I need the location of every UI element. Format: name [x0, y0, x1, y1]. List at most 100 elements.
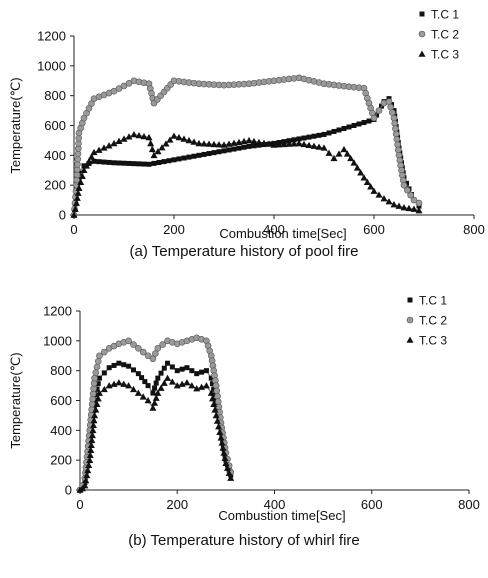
data-point — [202, 382, 210, 389]
data-point — [144, 397, 152, 404]
data-point-fill — [126, 160, 132, 166]
data-point-fill — [106, 159, 112, 165]
legend-marker — [406, 336, 414, 343]
data-point-fill — [211, 150, 217, 156]
data-point-fill — [95, 381, 101, 387]
data-point — [385, 98, 393, 105]
data-point-fill — [73, 194, 81, 201]
data-point-fill — [140, 132, 148, 140]
data-point — [73, 199, 80, 206]
data-point — [410, 205, 418, 212]
data-point-fill — [168, 378, 176, 385]
data-point-fill — [94, 358, 102, 365]
data-point-fill — [87, 446, 95, 454]
data-point — [400, 181, 408, 189]
data-point — [370, 187, 378, 194]
data-point-fill — [71, 205, 79, 212]
data-point-fill — [209, 395, 217, 402]
data-point-fill — [101, 159, 107, 165]
data-point-fill — [336, 127, 342, 133]
data-point — [91, 158, 97, 164]
data-point-fill — [235, 138, 243, 146]
data-point-fill — [260, 139, 268, 146]
data-point-fill — [85, 157, 93, 165]
data-point-fill — [255, 138, 263, 146]
data-point-fill — [82, 476, 90, 484]
legend-marker — [419, 11, 425, 17]
data-point-fill — [100, 385, 108, 393]
data-point-fill — [341, 125, 347, 131]
data-point-fill — [88, 431, 96, 439]
legend-label: T.C 3 — [431, 48, 459, 62]
data-point — [415, 199, 423, 207]
data-point-fill — [139, 375, 145, 381]
data-point-fill — [216, 149, 222, 155]
data-point-fill — [389, 109, 396, 116]
y-tick-label: 1200 — [37, 29, 66, 44]
data-point-fill — [211, 406, 219, 413]
data-point-fill — [175, 133, 183, 141]
data-point-fill — [111, 362, 117, 368]
data-point-fill — [391, 120, 399, 127]
data-point-fill — [300, 140, 308, 148]
data-point — [220, 141, 228, 148]
data-point-fill — [353, 164, 361, 171]
x-tick-label: 0 — [76, 497, 83, 512]
data-point — [410, 196, 418, 204]
y-tick-label: 400 — [44, 148, 66, 163]
data-point-fill — [158, 144, 166, 151]
data-point-fill — [147, 139, 155, 147]
data-point-fill — [162, 140, 170, 147]
chart-panel-a: 0 200 400 600 800 1000 1200 0 200 400 600 800 Combus… — [8, 8, 485, 261]
data-point-fill — [392, 125, 399, 132]
data-point-fill — [88, 436, 96, 444]
data-point — [96, 352, 103, 360]
data-point-fill — [161, 365, 167, 371]
data-point-fill — [343, 150, 351, 157]
y-tick-label: 1200 — [43, 304, 72, 319]
data-point-fill — [169, 364, 175, 370]
data-point-fill — [393, 136, 401, 143]
data-point — [81, 482, 89, 489]
x-tick-label: 800 — [458, 497, 480, 512]
data-point-fill — [305, 141, 313, 148]
data-point — [321, 131, 327, 137]
data-point-fill — [275, 141, 283, 148]
data-point-fill — [387, 103, 394, 111]
legend: T.C 1 T.C 2 T.C 3 — [406, 294, 447, 348]
data-point-fill — [200, 140, 208, 147]
data-point-fill — [90, 421, 98, 429]
data-point-fill — [311, 133, 317, 139]
data-point-fill — [87, 441, 95, 449]
x-tick-label: 600 — [361, 497, 383, 512]
data-point-fill — [166, 136, 174, 143]
data-point-fill — [265, 140, 273, 147]
series-t-c-3 — [76, 374, 235, 493]
data-point-fill — [135, 131, 143, 139]
data-point-fill — [210, 381, 216, 387]
data-point-fill — [121, 362, 127, 368]
data-point — [150, 390, 156, 396]
data-point-fill — [180, 135, 188, 142]
data-point-fill — [92, 369, 100, 376]
data-point — [171, 157, 177, 163]
data-point-fill — [176, 156, 182, 162]
data-point-fill — [120, 380, 128, 387]
data-point — [86, 456, 94, 463]
data-point — [125, 382, 133, 389]
data-point — [90, 148, 98, 156]
data-point — [296, 136, 302, 142]
data-point — [91, 374, 98, 382]
data-point-fill — [356, 121, 362, 127]
data-point-fill — [152, 385, 158, 391]
y-tick-label: 0 — [59, 208, 66, 223]
x-tick-label: 200 — [163, 222, 185, 237]
data-point-fill — [367, 183, 375, 190]
data-point-fill — [326, 130, 332, 136]
data-point — [95, 389, 103, 396]
series-t-c-1 — [77, 360, 234, 493]
data-point — [134, 389, 142, 396]
data-point-fill — [139, 393, 147, 400]
y-tick-label: 800 — [44, 88, 66, 103]
data-point-fill — [141, 161, 147, 167]
